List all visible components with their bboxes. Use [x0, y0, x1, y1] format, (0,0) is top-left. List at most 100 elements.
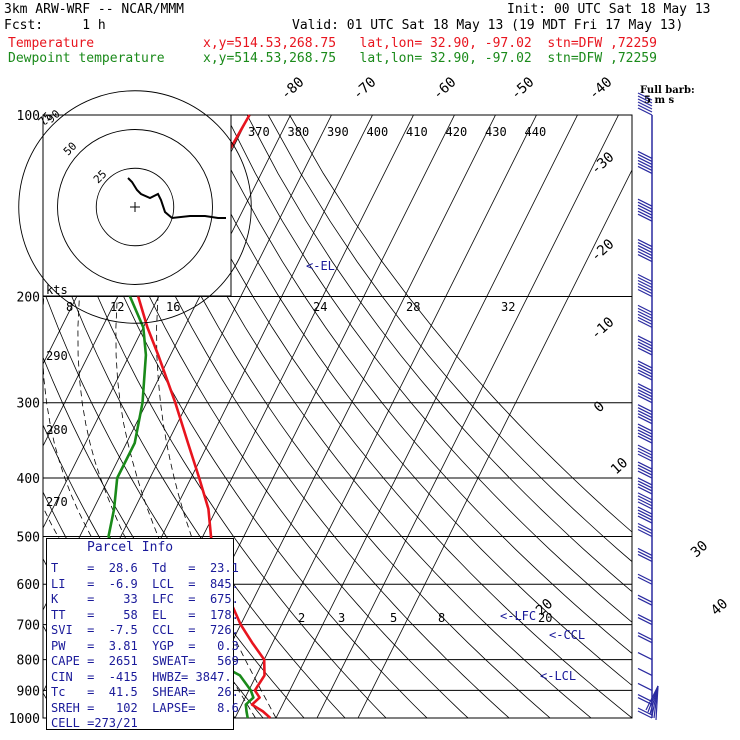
barb-flag	[637, 413, 653, 422]
barb-flag	[637, 435, 653, 444]
barb-flag	[637, 201, 653, 210]
barb-flag	[637, 239, 653, 248]
barb-flag	[637, 101, 653, 110]
wind-barb	[637, 198, 653, 222]
barb-flag	[637, 313, 653, 322]
isotherm-label: -10	[588, 314, 618, 343]
wind-barb	[637, 239, 653, 263]
parcel-info-row: PW = 3.81 YGP = 0.3	[51, 638, 239, 653]
barb-flag	[637, 432, 653, 441]
parcel-info-row: LI = -6.9 LCL = 845.	[51, 576, 239, 591]
barb-flag	[637, 213, 653, 222]
mixing-ratio-label: 8	[66, 300, 73, 314]
barb-flag	[637, 363, 653, 372]
barb-flag	[637, 617, 653, 626]
barb-flag	[637, 506, 653, 515]
barb-flag	[637, 525, 653, 535]
parcel-info-row: K = 33 LFC = 675.	[51, 592, 239, 606]
barb-flag	[637, 423, 653, 432]
isotherm-line	[234, 115, 537, 718]
pressure-tick-label: 1000	[9, 712, 40, 727]
isotherm-label: -60	[430, 74, 460, 103]
barb-flag	[637, 573, 653, 582]
dry-adiabat-line	[43, 141, 387, 718]
dewpoint-legend: Dewpoint temperature	[8, 51, 165, 66]
isotherm-label: -20	[588, 236, 618, 265]
barb-flag	[637, 107, 653, 116]
barb-flag	[637, 522, 653, 532]
barb-flag	[637, 310, 653, 319]
barb-flag	[637, 470, 653, 479]
barb-flag	[637, 104, 653, 113]
hodograph-units-label: kts	[46, 283, 68, 297]
barb-flag	[637, 498, 653, 507]
dry-adiabat-line	[183, 115, 632, 686]
barb-flag	[637, 501, 653, 510]
barb-flag	[637, 248, 653, 257]
dry-adiabat-line	[161, 115, 632, 718]
barb-flag	[637, 198, 653, 207]
barb-flag	[637, 477, 653, 486]
barb-flag	[637, 512, 653, 521]
mixing-ratio-label: 2	[298, 611, 305, 625]
hodograph-ring	[18, 90, 252, 324]
forecast-hour: Fcst: 1 h	[4, 18, 106, 33]
barb-flag	[637, 162, 653, 171]
dry-adiabat-line	[119, 115, 551, 718]
wind-barb	[637, 477, 653, 495]
isotherm-line	[316, 115, 619, 718]
barb-flag	[637, 550, 653, 559]
valid-time: Valid: 01 UTC Sat 18 May 13 (19 MDT Fri …	[292, 18, 684, 33]
wind-barb	[637, 444, 653, 462]
barb-flag	[637, 410, 653, 419]
barb-flag	[637, 98, 653, 107]
dry-adiabat-label: 280	[46, 423, 68, 437]
barb-flag	[637, 95, 653, 104]
barb-flag	[637, 614, 653, 623]
hodograph-trace	[127, 177, 226, 220]
pressure-tick-label: 600	[17, 578, 40, 593]
pressure-tick-label: 400	[17, 472, 40, 487]
pressure-tick-label: 800	[17, 654, 40, 669]
level-marker-lfc: <-LFC	[500, 609, 536, 623]
mixing-ratio-label: 24	[313, 300, 327, 314]
parcel-info-box: Parcel Info T = 28.6 Td = 23.1 LI = -6.9 …	[46, 538, 239, 730]
pressure-tick-label: 200	[17, 291, 40, 306]
barb-flag	[637, 464, 653, 473]
wind-barb	[637, 335, 653, 356]
barb-flag	[637, 480, 653, 489]
barb-flag	[637, 372, 653, 381]
barb-flag	[637, 426, 653, 435]
barb-flag	[637, 597, 653, 606]
wind-barb	[637, 506, 653, 524]
barb-flag	[637, 369, 653, 378]
wind-barb	[637, 273, 653, 298]
wind-barb	[637, 652, 653, 661]
barb-flag	[637, 447, 653, 456]
barb-flag	[637, 429, 653, 438]
parcel-info-row: CELL =273/21	[51, 716, 138, 730]
temperature-location: x,y=514.53,268.75 lat,lon= 32.90, -97.02…	[203, 36, 657, 51]
dry-adiabat-line	[267, 115, 632, 563]
mixing-ratio-label: 8	[438, 611, 445, 625]
theta-label: 410	[406, 125, 428, 139]
isotherm-line	[357, 169, 632, 718]
barb-flag	[637, 279, 653, 289]
parcel-info-row: CIN = -415 HWBZ= 3847.	[51, 669, 232, 684]
hodograph-frame	[42, 114, 232, 297]
barb-flag	[637, 461, 653, 470]
isotherm-label: 0	[591, 398, 608, 416]
barb-flag	[637, 245, 653, 254]
barb-flag	[637, 553, 653, 562]
barb-flag	[637, 667, 653, 676]
pressure-tick-label: 900	[17, 684, 40, 699]
barb-legend-sub: 5 m s	[644, 95, 675, 106]
theta-label: 380	[288, 125, 310, 139]
mixing-ratio-label: 5	[390, 611, 397, 625]
barb-flag	[637, 159, 653, 168]
theta-label: 390	[327, 125, 349, 139]
wind-barb	[637, 522, 653, 538]
parcel-info-row: CAPE = 2651 SWEAT= 569	[51, 654, 239, 668]
barb-flag	[637, 492, 653, 501]
